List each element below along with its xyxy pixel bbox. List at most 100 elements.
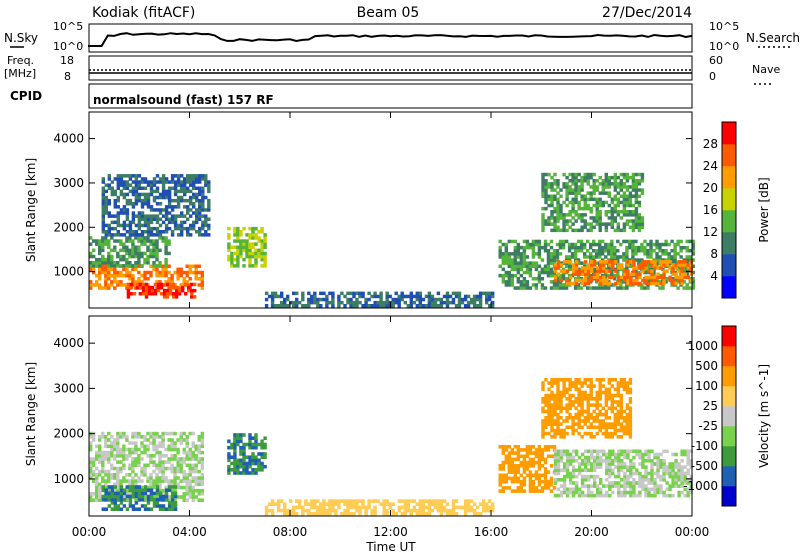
data-cell (165, 282, 170, 287)
data-cell (641, 481, 645, 485)
data-cell (248, 254, 252, 259)
data-cell (183, 220, 187, 225)
data-cell (119, 248, 123, 253)
data-cell (668, 471, 672, 476)
data-cell (574, 266, 579, 270)
data-cell (152, 208, 157, 212)
data-cell (625, 431, 630, 436)
data-cell (319, 511, 323, 516)
data-cell (625, 197, 630, 202)
data-cell (595, 416, 599, 420)
data-cell (635, 266, 639, 270)
data-cell (346, 297, 350, 302)
data-cell (589, 435, 593, 439)
data-cell (134, 435, 138, 439)
data-cell (263, 257, 267, 262)
data-cell (257, 251, 261, 256)
data-cell (137, 491, 142, 496)
data-cell (170, 277, 174, 281)
data-cell (95, 476, 99, 480)
data-cell (421, 505, 426, 510)
data-cell (556, 416, 560, 420)
data-cell (599, 462, 603, 466)
data-cell (418, 300, 422, 305)
x-tick-label: 04:00 (172, 525, 207, 539)
data-cell (194, 454, 198, 458)
data-cell (463, 505, 468, 510)
data-cell (143, 495, 147, 499)
data-cell (248, 461, 252, 466)
data-cell (173, 226, 178, 231)
data-cell (568, 425, 572, 430)
data-cell (379, 300, 383, 305)
data-cell (610, 422, 614, 426)
data-cell (596, 275, 600, 280)
data-cell (504, 457, 508, 462)
data-cell (146, 444, 150, 449)
data-cell (647, 471, 651, 476)
data-cell (135, 282, 140, 287)
data-cell (550, 222, 554, 226)
data-cell (531, 249, 536, 253)
data-cell (158, 192, 163, 197)
data-cell (619, 185, 623, 189)
data-cell (644, 266, 648, 270)
data-cell (553, 478, 558, 482)
data-cell (340, 300, 344, 305)
data-cell (504, 273, 508, 278)
data-cell (304, 499, 308, 503)
data-cell (89, 457, 93, 461)
data-cell (541, 387, 545, 392)
data-cell (185, 476, 189, 480)
data-cell (128, 248, 132, 253)
data-cell (537, 245, 542, 250)
data-cell (472, 502, 477, 506)
data-cell (173, 220, 178, 225)
data-cell (343, 511, 347, 516)
data-cell (101, 245, 105, 249)
data-cell (655, 258, 659, 262)
data-cell (550, 228, 554, 233)
data-cell (128, 273, 132, 278)
data-cell (98, 245, 102, 249)
data-cell (604, 245, 608, 250)
data-cell (170, 457, 174, 461)
data-cell (543, 483, 548, 487)
data-cell (143, 195, 148, 200)
data-cell (590, 465, 594, 469)
data-cell (571, 428, 575, 433)
data-cell (152, 444, 156, 449)
data-cell (116, 177, 120, 181)
data-cell (122, 248, 126, 253)
data-cell (254, 445, 258, 450)
data-cell (574, 400, 578, 404)
data-cell (236, 471, 240, 475)
data-cell (125, 498, 129, 502)
data-cell (382, 304, 386, 308)
data-cell (664, 239, 668, 244)
data-cell (544, 219, 548, 223)
data-cell (161, 469, 165, 474)
data-cell (185, 435, 189, 439)
data-cell (143, 242, 147, 246)
data-cell (598, 252, 602, 256)
data-cell (200, 476, 204, 480)
data-cell (233, 471, 237, 475)
data-cell (685, 261, 689, 265)
data-cell (137, 180, 142, 184)
data-cell (608, 275, 612, 280)
data-cell (613, 219, 617, 223)
data-cell (227, 455, 231, 459)
data-cell (182, 450, 186, 455)
data-cell (519, 286, 523, 290)
data-cell (568, 455, 573, 460)
data-cell (116, 485, 120, 490)
data-cell (134, 202, 139, 206)
data-cell (107, 174, 111, 178)
data-cell (254, 436, 258, 440)
data-cell (607, 431, 611, 436)
data-cell (98, 267, 102, 272)
data-cell (522, 255, 527, 259)
data-cell (658, 245, 662, 250)
data-cell (638, 474, 642, 479)
